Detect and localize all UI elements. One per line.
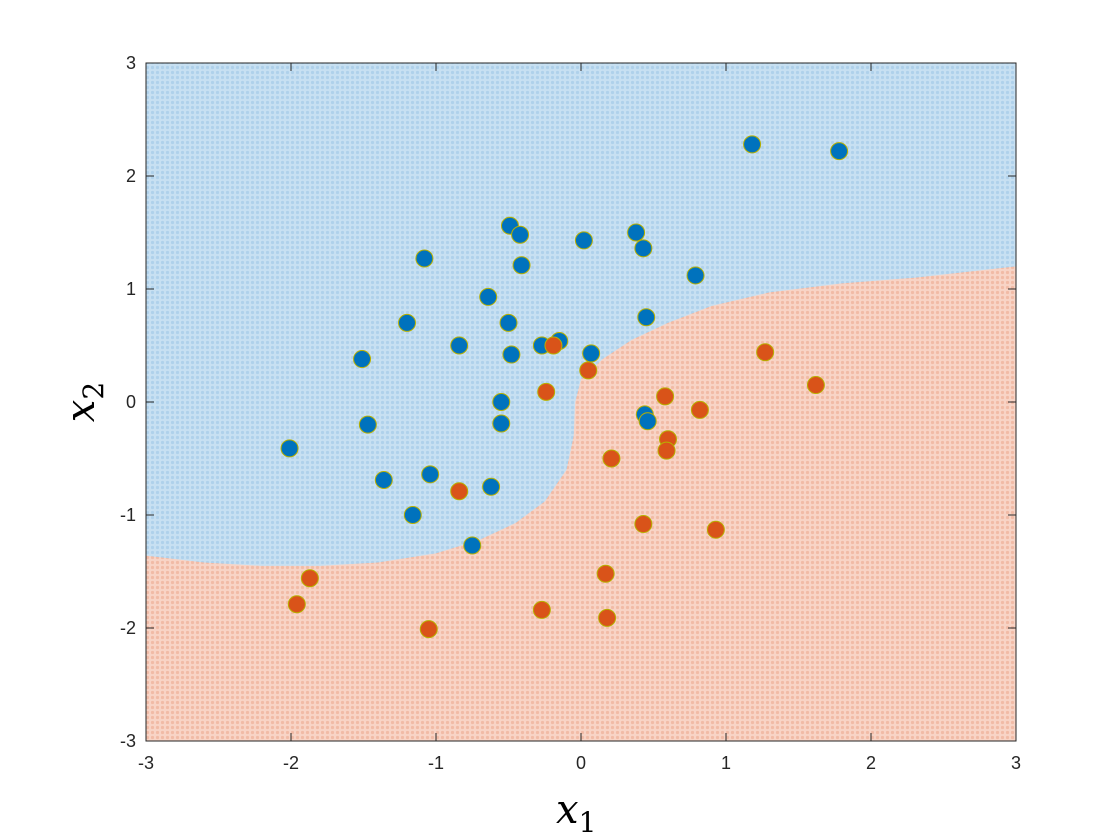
class1-point	[374, 470, 393, 489]
class2-point	[706, 520, 725, 539]
class2-point	[634, 515, 653, 534]
class2-point	[690, 400, 709, 419]
class1-point	[638, 412, 657, 431]
class2-point	[544, 336, 563, 355]
y-axis-label-base: x	[58, 400, 104, 423]
class2-region	[146, 266, 1016, 741]
class2-point	[579, 361, 598, 380]
class2-point	[657, 441, 676, 460]
x-tick-label: 2	[866, 753, 876, 773]
class1-point	[582, 344, 601, 363]
class1-point	[421, 465, 440, 484]
class2-point	[287, 595, 306, 614]
y-tick-label: -1	[120, 505, 136, 525]
class1-point	[403, 506, 422, 524]
class1-point	[450, 336, 469, 355]
x-tick-label: -3	[138, 753, 154, 773]
y-tick-label: -3	[120, 731, 136, 751]
class2-point	[602, 449, 621, 468]
class1-point	[353, 350, 372, 369]
class1-point	[637, 308, 656, 327]
axis-ticks: -3 -2 -1 0 1 2 3 -3 -2 -1 0 1 2 3	[120, 53, 1021, 773]
class1-point	[479, 287, 498, 306]
class1-point	[463, 536, 482, 555]
y-axis-label: x2	[58, 382, 110, 422]
y-tick-label: 3	[126, 53, 136, 73]
class2-point	[300, 569, 319, 588]
y-tick-label: 1	[126, 279, 136, 299]
class1-point	[686, 266, 705, 285]
class2-point	[598, 608, 617, 627]
x-axis-label: x1	[556, 787, 596, 839]
x-tick-label: 0	[576, 753, 586, 773]
class2-point	[596, 564, 615, 583]
data-points	[280, 135, 849, 639]
class1-point	[492, 393, 511, 411]
class1-point	[634, 239, 653, 258]
class1-point	[492, 414, 511, 433]
class1-point	[574, 231, 593, 250]
class2-point	[450, 482, 469, 501]
x-tick-label: 1	[721, 753, 731, 773]
class1-point	[415, 249, 434, 268]
class1-point	[502, 345, 521, 364]
x-tick-label: -2	[283, 753, 299, 773]
y-tick-label: -2	[120, 618, 136, 638]
class1-point	[280, 439, 299, 458]
class2-point	[656, 387, 675, 406]
class1-point	[743, 135, 762, 154]
y-tick-label: 0	[126, 392, 136, 412]
x-axis-label-base: x	[556, 787, 579, 833]
y-axis-label-sub: 2	[77, 382, 110, 400]
class1-point	[358, 415, 377, 434]
class1-point	[511, 225, 530, 244]
x-tick-label: 3	[1011, 753, 1021, 773]
class2-point	[537, 382, 556, 401]
class1-point	[499, 313, 518, 332]
x-tick-label: -1	[428, 753, 444, 773]
class1-point	[512, 256, 531, 275]
class2-point	[806, 376, 825, 395]
x-axis-label-sub: 1	[579, 806, 597, 839]
class2-point	[419, 620, 438, 639]
decision-regions	[146, 63, 1016, 741]
class1-point	[830, 142, 849, 161]
class1-point	[627, 223, 646, 242]
y-tick-label: 2	[126, 166, 136, 186]
class2-point	[756, 343, 775, 362]
class2-point	[532, 600, 551, 619]
class1-point	[398, 313, 416, 332]
class1-point	[482, 477, 501, 496]
